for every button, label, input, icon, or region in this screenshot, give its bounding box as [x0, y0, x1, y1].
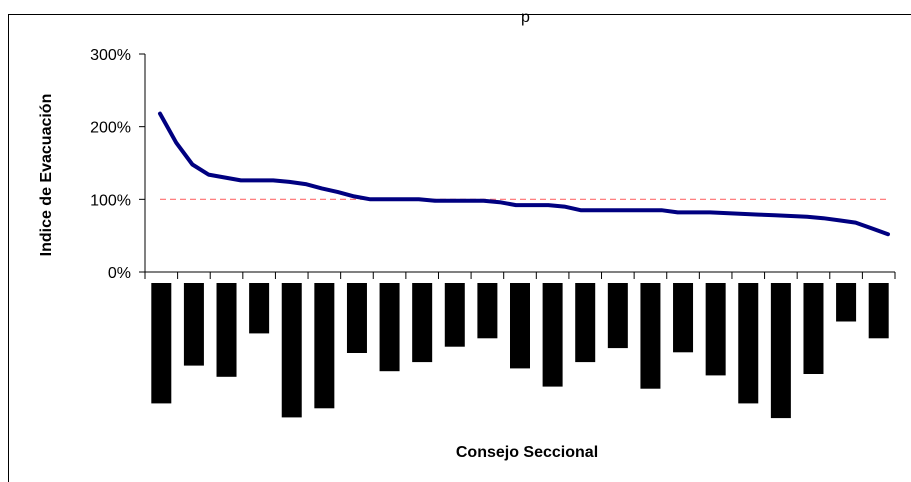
bar [217, 283, 237, 377]
bar [249, 283, 269, 333]
bar [347, 283, 367, 353]
y-tick-label: 100% [90, 192, 131, 209]
bar [477, 283, 497, 338]
bar [184, 283, 204, 366]
bar [673, 283, 693, 352]
line-series-group [160, 114, 888, 235]
bar [314, 283, 334, 408]
y-tick-label: 300% [90, 47, 131, 64]
bar [575, 283, 595, 362]
series-line [160, 114, 888, 235]
bar [738, 283, 758, 403]
bar [445, 283, 465, 347]
bar [869, 283, 889, 338]
bar [412, 283, 432, 362]
y-tick-label: 0% [108, 265, 131, 282]
x-axis-label: Consejo Seccional [456, 444, 598, 462]
bars-group [151, 283, 888, 418]
y-axis-label: Indice de Evacuación [38, 94, 56, 257]
y-tick-label: 200% [90, 120, 131, 137]
bar [510, 283, 530, 368]
bar [771, 283, 791, 418]
bar [803, 283, 823, 374]
bar [640, 283, 660, 389]
bar [380, 283, 400, 371]
bar [608, 283, 628, 348]
bar [282, 283, 302, 417]
axes: 0% 100% 200% 300% [90, 47, 895, 282]
bar [836, 283, 856, 322]
bar [151, 283, 171, 403]
bar [706, 283, 726, 375]
bar [543, 283, 563, 387]
